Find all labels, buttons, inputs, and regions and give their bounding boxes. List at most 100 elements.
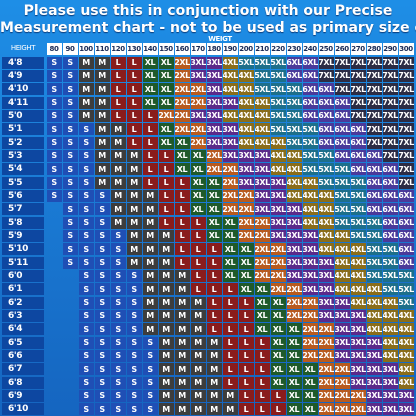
size-cell: 7XL	[398, 176, 414, 189]
size-cell: XL	[190, 189, 206, 203]
size-cell: S	[94, 203, 110, 216]
size-cell: 5XL	[334, 176, 350, 189]
size-cell: S	[142, 336, 158, 349]
size-cell: 5XL	[366, 229, 382, 243]
size-cell: 3XL	[254, 176, 270, 189]
size-cell: 2XL	[270, 256, 286, 269]
size-cell: L	[142, 176, 158, 189]
size-cell: M	[206, 363, 222, 376]
size-cell: 4XL	[334, 269, 350, 283]
size-cell: 2XL	[302, 323, 318, 336]
size-cell: L	[206, 283, 222, 296]
weight-header: 200	[238, 43, 254, 55]
size-cell: XL	[222, 269, 238, 283]
size-cell: 3XL	[318, 269, 334, 283]
size-cell: L	[206, 256, 222, 269]
size-cell: 2XL	[190, 123, 206, 136]
size-cell: 5XL	[318, 176, 334, 189]
size-cell: 2XL	[318, 376, 334, 389]
size-cell: 4XL	[270, 163, 286, 176]
size-cell: 6XL	[334, 136, 350, 149]
size-cell: 4XL	[334, 256, 350, 269]
size-cell: 4XL	[302, 189, 318, 203]
size-cell: 2XL	[286, 283, 302, 296]
size-cell: L	[158, 163, 174, 176]
size-cell: 5XL	[270, 83, 286, 96]
size-cell: 4XL	[254, 136, 270, 149]
size-cell: S	[110, 323, 126, 336]
size-cell: S	[46, 149, 62, 163]
size-cell: S	[46, 56, 62, 69]
height-cell: 5'5	[2, 176, 44, 189]
size-cell: XL	[270, 349, 286, 363]
size-cell: L	[238, 336, 254, 349]
size-cell: 3XL	[190, 69, 206, 83]
size-cell: 5XL	[334, 216, 350, 229]
size-cell: S	[94, 363, 110, 376]
size-cell: 5XL	[302, 123, 318, 136]
size-cell: L	[238, 376, 254, 389]
size-cell: 3XL	[254, 149, 270, 163]
title-line: Please use this in conjunction with our …	[23, 3, 393, 19]
size-cell: M	[174, 269, 190, 283]
height-cell: 5'0	[2, 109, 44, 123]
size-cell: M	[158, 403, 174, 416]
size-cell: 3XL	[334, 336, 350, 349]
size-cell: L	[254, 349, 270, 363]
weight-header: 120	[110, 43, 126, 55]
size-cell: S	[126, 283, 142, 296]
size-cell: 6XL	[318, 96, 334, 109]
size-cell: 2XL	[190, 96, 206, 109]
size-cell: M	[110, 176, 126, 189]
size-cell: 6XL	[366, 149, 382, 163]
size-cell: 3XL	[318, 256, 334, 269]
size-cell: 3XL	[334, 296, 350, 309]
size-cell: XL	[222, 256, 238, 269]
size-cell: S	[62, 203, 78, 216]
size-cell: L	[158, 203, 174, 216]
size-cell: 4XL	[302, 203, 318, 216]
size-cell: XL	[238, 256, 254, 269]
size-cell: M	[78, 56, 94, 69]
size-cell: S	[78, 123, 94, 136]
size-cell: S	[78, 176, 94, 189]
size-cell: 7XL	[398, 163, 414, 176]
height-cell: 4'8	[2, 56, 44, 69]
size-cell: L	[110, 109, 126, 123]
size-cell: M	[206, 349, 222, 363]
size-cell: S	[142, 389, 158, 403]
size-cell: 6XL	[398, 189, 414, 203]
size-cell: XL	[254, 283, 270, 296]
size-cell: 4XL	[334, 283, 350, 296]
size-cell: S	[62, 163, 78, 176]
size-cell: S	[62, 256, 78, 269]
size-cell: S	[126, 349, 142, 363]
size-cell: M	[142, 256, 158, 269]
size-cell: M	[126, 189, 142, 203]
size-cell: 5XL	[286, 83, 302, 96]
size-cell: XL	[286, 403, 302, 416]
size-cell: L	[174, 229, 190, 243]
size-cell: L	[142, 123, 158, 136]
size-cell: M	[94, 109, 110, 123]
size-cell: 2XL	[286, 309, 302, 323]
size-cell: 5XL	[398, 296, 414, 309]
size-cell: 2XL	[270, 269, 286, 283]
size-cell: 3XL	[334, 349, 350, 363]
size-cell: L	[126, 123, 142, 136]
size-cell: M	[158, 283, 174, 296]
size-cell: 4XL	[350, 296, 366, 309]
size-cell: 5XL	[350, 203, 366, 216]
size-cell: 3XL	[206, 123, 222, 136]
size-cell: M	[158, 349, 174, 363]
size-cell: 5XL	[382, 243, 398, 256]
size-cell: S	[62, 229, 78, 243]
weight-header: 230	[286, 43, 302, 55]
size-cell: S	[94, 349, 110, 363]
size-cell: L	[158, 176, 174, 189]
height-cell: 5'1	[2, 123, 44, 136]
size-cell: L	[174, 176, 190, 189]
size-cell: 2XL	[270, 283, 286, 296]
height-cell: 6'5	[2, 336, 44, 349]
